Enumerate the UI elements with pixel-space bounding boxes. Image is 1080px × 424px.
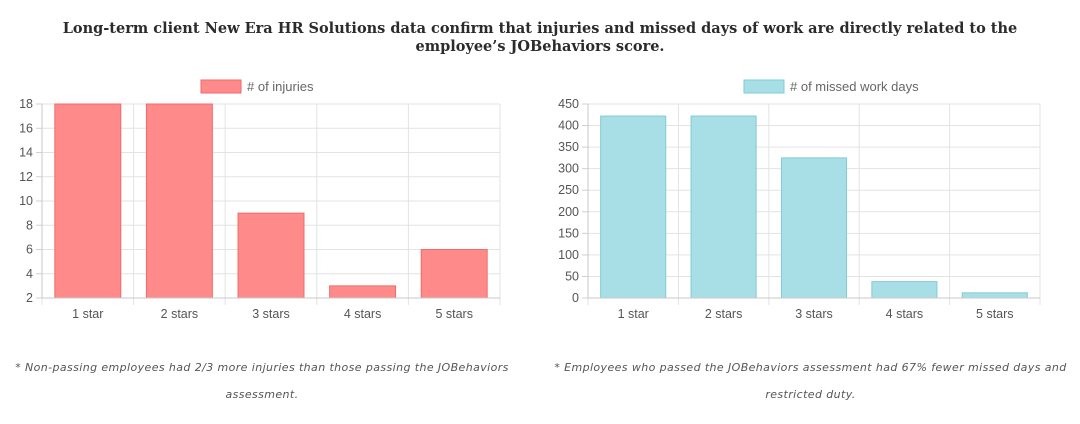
missed-days-x-tick-label: 2 stars: [705, 307, 743, 321]
missed-days-legend-swatch: [743, 79, 785, 94]
missed-days-x-tick-label: 5 stars: [976, 307, 1014, 321]
missed-days-y-tick-label: 0: [572, 291, 579, 305]
injuries-y-tick-label: 12: [19, 170, 33, 184]
missed-days-chart: # of missed work days 0 50 100 150 200 250 300 3…: [540, 72, 1070, 332]
injuries-bar-2: [145, 103, 213, 299]
missed-days-y-tick-label: 350: [558, 140, 579, 154]
missed-days-chart-svg: # of missed work days 0 50 100 150 200 250 300 3…: [558, 79, 1041, 321]
missed-days-x-tick-label: 4 stars: [886, 307, 924, 321]
injuries-bar-3: [237, 212, 305, 299]
injuries-bar-5: [420, 249, 488, 299]
injuries-bar-1: [54, 103, 122, 299]
missed-days-footnote: * Employees who passed the JOBehaviors a…: [554, 361, 1067, 401]
missed-days-bar-4: [871, 281, 938, 299]
injuries-y-tick-label: 8: [26, 218, 33, 232]
injuries-y-tick-label: 2: [26, 291, 33, 305]
injuries-chart-svg: # of injuries 2 4 6 8 10 12 14 16 18 1 star 2 stars…: [19, 79, 501, 321]
injuries-y-tick-label: 6: [26, 243, 33, 257]
missed-days-y-tick-label: 300: [558, 162, 579, 176]
injuries-chart: # of injuries 2 4 6 8 10 12 14 16 18 1 star 2 stars…: [0, 72, 520, 332]
missed-days-y-tick-label: 200: [558, 205, 579, 219]
injuries-x-tick-label: 1 star: [72, 307, 103, 321]
missed-days-y-tick-label: 150: [558, 226, 579, 240]
injuries-footnote: * Non-passing employees had 2/3 more inj…: [15, 361, 509, 401]
missed-days-bar-3: [780, 157, 848, 299]
missed-days-bar-1: [600, 115, 667, 299]
missed-days-y-tick-label: 450: [558, 97, 579, 111]
missed-days-bar-5: [961, 292, 1028, 299]
injuries-bar-4: [329, 285, 397, 299]
injuries-x-tick-label: 5 stars: [435, 307, 473, 321]
injuries-y-tick-label: 4: [26, 267, 33, 281]
missed-days-y-tick-label: 400: [558, 119, 579, 133]
injuries-y-tick-label: 14: [19, 146, 33, 160]
missed-days-x-tick-label: 3 stars: [795, 307, 833, 321]
missed-days-y-tick-label: 250: [558, 183, 579, 197]
injuries-y-tick-label: 18: [19, 97, 33, 111]
missed-days-y-tick-label: 100: [558, 248, 579, 262]
injuries-legend-label: # of injuries: [247, 79, 314, 94]
injuries-y-tick-label: 10: [19, 194, 33, 208]
injuries-y-tick-label: 16: [19, 121, 33, 135]
missed-days-y-tick-label: 50: [565, 269, 579, 283]
headline: Long-term client New Era HR Solutions da…: [62, 20, 1018, 55]
injuries-x-tick-label: 3 stars: [252, 307, 290, 321]
injuries-x-tick-label: 2 stars: [161, 307, 199, 321]
missed-days-x-tick-label: 1 star: [618, 307, 649, 321]
injuries-x-tick-label: 4 stars: [344, 307, 382, 321]
missed-days-legend-label: # of missed work days: [790, 79, 919, 94]
injuries-legend-swatch: [200, 79, 242, 94]
missed-days-bar-2: [690, 115, 757, 299]
